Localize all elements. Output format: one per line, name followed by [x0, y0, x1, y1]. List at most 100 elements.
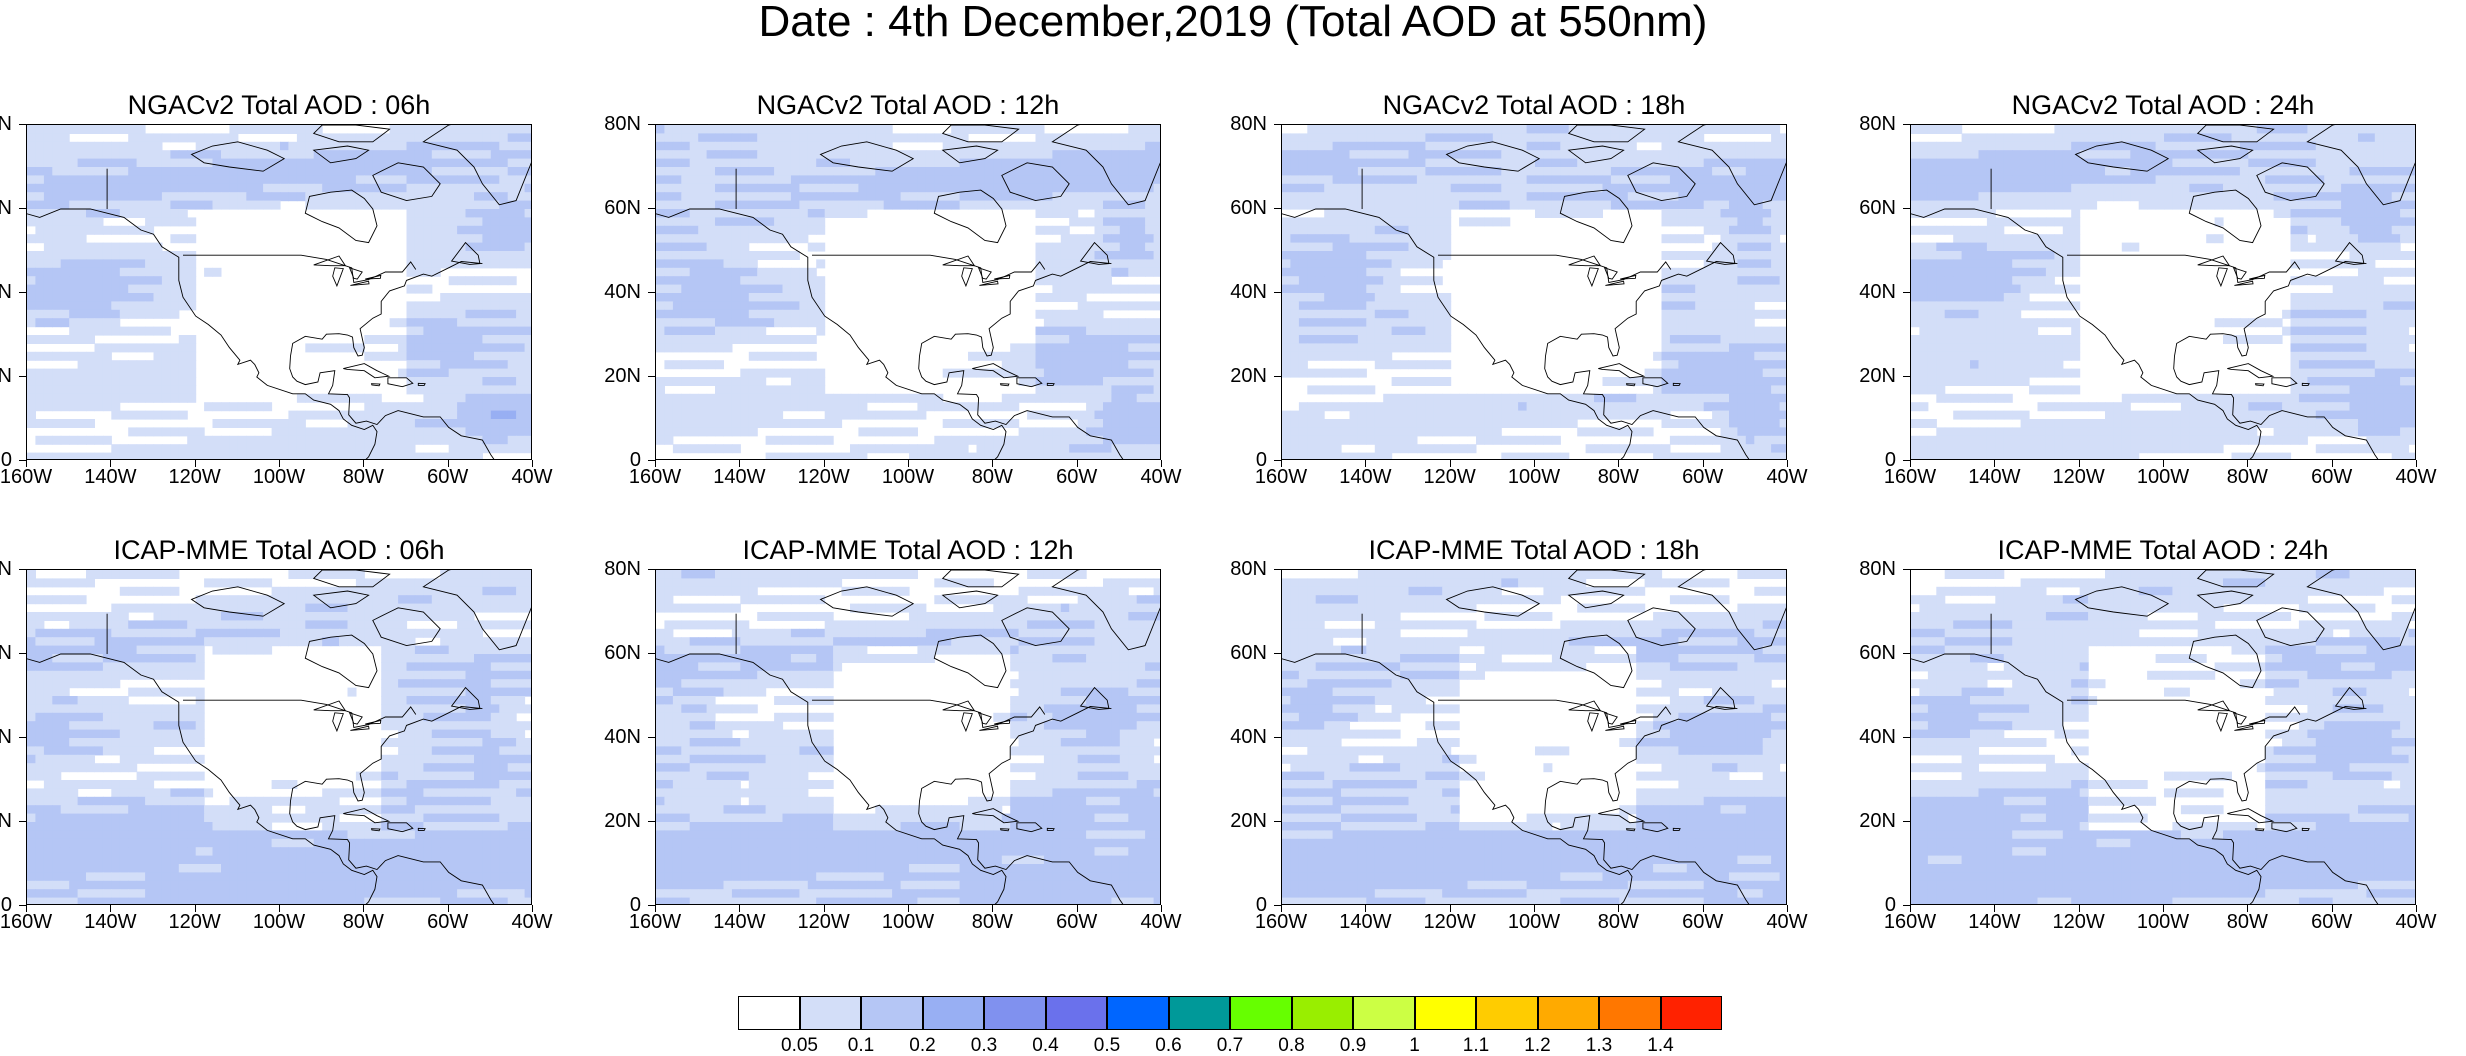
aod-cell	[765, 192, 775, 202]
aod-cell	[1678, 452, 1688, 459]
aod-cell	[69, 217, 79, 227]
aod-cell	[1282, 225, 1291, 235]
aod-cell	[1712, 318, 1722, 328]
aod-cell	[1577, 200, 1587, 210]
aod-cell	[1111, 234, 1121, 244]
aod-cell	[672, 259, 682, 269]
aod-cell	[723, 125, 733, 134]
aod-cell	[1484, 158, 1494, 168]
aod-cell	[689, 217, 699, 227]
aod-cell	[69, 276, 79, 286]
aod-cell	[1771, 158, 1781, 168]
aod-cell	[672, 393, 682, 403]
aod-cell	[1043, 133, 1053, 143]
border-us-canada	[183, 254, 417, 284]
aod-cell	[1357, 293, 1367, 302]
aod-cell	[313, 192, 323, 202]
aod-cell	[1290, 158, 1300, 168]
aod-cell	[1619, 377, 1629, 386]
aod-cell	[246, 200, 256, 210]
aod-cell	[672, 343, 682, 353]
aod-cell	[1145, 225, 1155, 235]
aod-cell	[1119, 133, 1129, 143]
aod-cell	[246, 444, 256, 454]
aod-cell	[288, 175, 298, 185]
aod-cell	[1712, 267, 1722, 277]
aod-cell	[1476, 192, 1485, 202]
aod-cell	[765, 183, 775, 193]
aod-cell	[1686, 251, 1696, 260]
aod-cell	[1594, 427, 1603, 437]
aod-cell	[1103, 225, 1112, 235]
aod-cell	[672, 225, 682, 235]
aod-cell	[448, 225, 458, 235]
aod-cell	[1027, 192, 1037, 202]
aod-cell	[153, 444, 163, 454]
aod-cell	[1086, 183, 1096, 193]
aod-cell	[524, 309, 531, 319]
aod-cell	[1594, 158, 1603, 168]
aod-cell	[1366, 419, 1376, 428]
aod-cell	[1745, 385, 1755, 395]
aod-cell	[1027, 351, 1037, 361]
aod-cell	[1712, 125, 1722, 134]
aod-cell	[465, 444, 475, 454]
aod-cell	[689, 133, 699, 143]
aod-cell	[664, 276, 674, 286]
aod-cell	[1332, 309, 1342, 319]
aod-cell	[440, 309, 450, 319]
aod-cell	[1357, 410, 1367, 420]
aod-cell	[1585, 141, 1595, 151]
aod-cell	[288, 141, 298, 151]
aod-cell	[959, 435, 969, 445]
aod-cell	[499, 326, 509, 336]
aod-cell	[339, 200, 348, 210]
aod-cell	[1771, 133, 1781, 143]
aod-cell	[1136, 217, 1146, 227]
aod-cell	[1535, 150, 1544, 160]
aod-cell	[60, 393, 70, 403]
aod-cell	[1136, 402, 1146, 412]
aod-cell	[858, 125, 868, 134]
aod-cell	[94, 360, 104, 370]
aod-cell	[1669, 150, 1679, 160]
aod-cell	[681, 276, 691, 286]
aod-cell	[1602, 444, 1612, 454]
aod-cell	[1349, 326, 1359, 336]
aod-cell	[1290, 192, 1300, 202]
aod-cell	[866, 192, 876, 202]
aod-cell	[1027, 427, 1037, 437]
aod-cell	[440, 133, 450, 143]
aod-cell	[296, 133, 306, 143]
aod-cell	[715, 284, 724, 294]
aod-cell	[1661, 158, 1671, 168]
aod-cell	[1349, 125, 1359, 134]
aod-cell	[27, 167, 36, 176]
aod-cell	[1298, 251, 1308, 260]
aod-cell	[656, 402, 665, 412]
aod-cell	[765, 125, 775, 134]
aod-cell	[60, 251, 70, 260]
aod-cell	[1543, 200, 1553, 210]
aod-cell	[664, 267, 674, 277]
aod-cell	[951, 452, 961, 459]
aod-cell	[1315, 158, 1325, 168]
aod-cell	[490, 301, 500, 311]
aod-cell	[389, 141, 399, 151]
aod-cell	[52, 402, 62, 412]
aod-cell	[706, 259, 716, 269]
aod-cell	[1492, 150, 1502, 160]
aod-cell	[69, 150, 79, 160]
aod-cell	[145, 301, 155, 311]
aod-cell	[1111, 301, 1121, 311]
aod-cell	[1111, 217, 1121, 227]
aod-cell	[1669, 377, 1679, 386]
aod-cell	[254, 444, 264, 454]
aod-cell	[1069, 167, 1079, 176]
aod-cell	[170, 217, 180, 227]
aod-cell	[1018, 158, 1028, 168]
aod-cell	[1408, 360, 1418, 370]
aod-cell	[1136, 385, 1146, 395]
aod-cell	[1518, 410, 1528, 420]
aod-cell	[1762, 267, 1772, 277]
